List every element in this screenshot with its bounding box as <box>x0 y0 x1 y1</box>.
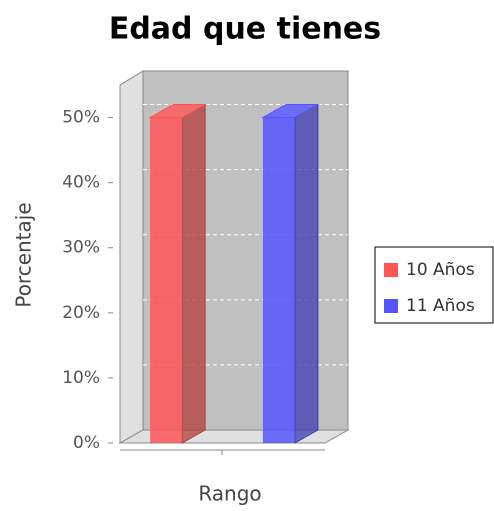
y-tick-label: 20% <box>62 303 100 323</box>
x-axis-label: Rango <box>198 482 261 506</box>
side-wall <box>119 70 144 444</box>
y-tick-label: 40% <box>62 173 100 193</box>
legend-label: 11 Años <box>406 296 475 316</box>
chart-title: Edad que tienes <box>109 12 381 47</box>
legend-marker <box>384 263 398 277</box>
y-tick-label: 10% <box>62 368 100 388</box>
bar <box>262 117 295 443</box>
bar <box>150 117 183 443</box>
bar-side <box>181 103 206 444</box>
legend-label: 10 Años <box>406 260 475 280</box>
y-tick-label: 0% <box>73 433 100 453</box>
y-tick-label: 30% <box>62 238 100 258</box>
y-axis-label: Porcentaje <box>12 202 36 307</box>
y-tick-label: 50% <box>62 108 100 128</box>
legend-marker <box>384 299 398 313</box>
bar-side <box>294 103 319 444</box>
